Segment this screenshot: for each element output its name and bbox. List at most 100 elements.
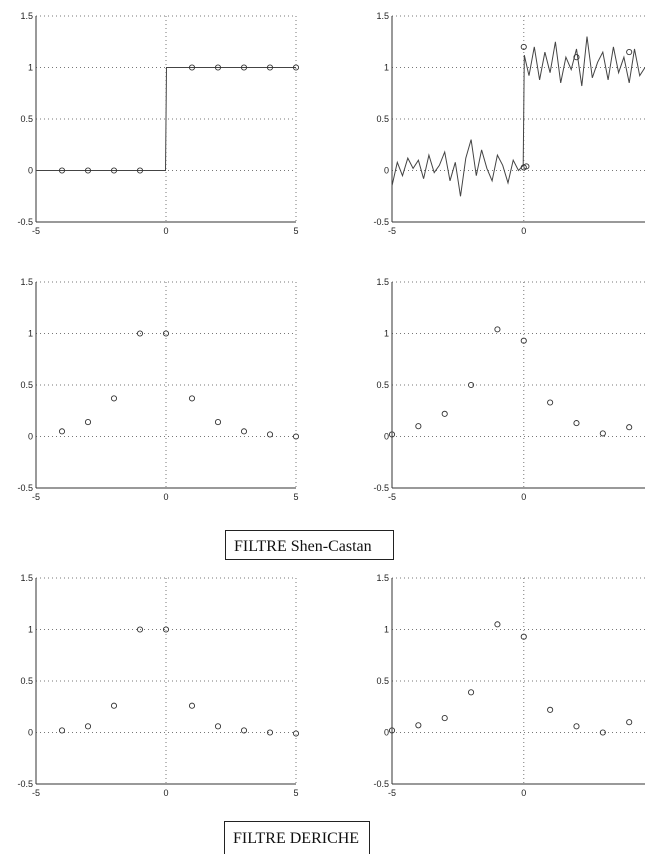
data-point <box>626 719 633 726</box>
x-tick-label: -5 <box>388 788 396 798</box>
y-tick-label: 0 <box>28 728 33 738</box>
data-point <box>415 423 422 430</box>
y-tick-label: 1 <box>384 625 389 635</box>
y-tick-label: 1.5 <box>376 11 389 21</box>
chart-panel-bottom-left: -0.5 0 0.5 1 1.5 -5 0 5 <box>17 573 300 798</box>
data-point <box>520 633 527 640</box>
data-point <box>266 64 274 71</box>
caption-shen-castan: FILTRE Shen-Castan <box>225 530 394 560</box>
data-point <box>441 410 448 417</box>
data-point <box>162 626 170 633</box>
y-tick-label: 1 <box>28 63 33 73</box>
data-point <box>58 727 66 734</box>
y-tick-label: 1 <box>28 329 33 339</box>
data-point <box>214 419 222 426</box>
chart-panel-top-left: -0.5 0 0.5 1 1.5 -5 0 5 <box>17 11 300 236</box>
y-tick-label: 0 <box>384 166 389 176</box>
x-tick-label: 0 <box>163 492 168 502</box>
data-point <box>240 727 248 734</box>
data-point <box>84 723 92 730</box>
x-tick-label: -5 <box>32 788 40 798</box>
data-point <box>468 689 475 696</box>
data-point <box>110 395 118 402</box>
data-point <box>573 54 580 61</box>
data-point <box>240 64 248 71</box>
y-tick-label: 0.5 <box>376 676 389 686</box>
x-tick-label: 0 <box>163 226 168 236</box>
data-point <box>214 64 222 71</box>
y-tick-label: 1.5 <box>20 573 33 583</box>
data-point <box>520 43 527 50</box>
chart-panel-middle-right: -0.5 0 0.5 1 1.5 -5 0 <box>373 277 645 502</box>
y-tick-label: 0.5 <box>20 114 33 124</box>
chart-panel-middle-left: -0.5 0 0.5 1 1.5 -5 0 5 <box>17 277 300 502</box>
data-point <box>188 395 196 402</box>
data-point <box>110 702 118 709</box>
data-point <box>240 428 248 435</box>
data-point <box>599 729 606 736</box>
data-point <box>136 167 144 174</box>
data-point <box>188 64 196 71</box>
x-tick-label: 0 <box>521 226 526 236</box>
data-point <box>520 337 527 344</box>
data-point <box>266 729 274 736</box>
x-tick-label: -5 <box>388 492 396 502</box>
y-tick-label: -0.5 <box>17 483 33 493</box>
y-tick-label: 0.5 <box>376 380 389 390</box>
data-point <box>573 723 580 730</box>
series-line <box>36 67 296 171</box>
data-point <box>136 330 144 337</box>
y-tick-label: 0.5 <box>20 676 33 686</box>
data-point <box>468 381 475 389</box>
data-point <box>494 621 501 628</box>
data-point <box>415 722 422 729</box>
x-tick-label: 5 <box>293 226 298 236</box>
chart-panel-bottom-right: -0.5 0 0.5 1 1.5 -5 0 <box>373 573 645 798</box>
y-tick-label: 1.5 <box>376 573 389 583</box>
data-point <box>626 49 633 56</box>
y-tick-label: 0 <box>384 432 389 442</box>
data-point <box>547 706 554 713</box>
x-tick-label: -5 <box>32 226 40 236</box>
data-point <box>188 702 196 709</box>
x-tick-label: 5 <box>293 492 298 502</box>
y-tick-label: 0 <box>384 728 389 738</box>
y-tick-label: 1.5 <box>20 277 33 287</box>
series-line <box>391 36 645 197</box>
data-point <box>388 727 396 734</box>
y-tick-label: -0.5 <box>373 779 389 789</box>
x-tick-label: 0 <box>163 788 168 798</box>
data-point <box>441 715 448 722</box>
data-point <box>292 433 300 440</box>
data-point <box>494 326 501 333</box>
data-point <box>599 430 606 437</box>
caption-deriche: FILTRE DERICHE <box>224 821 370 854</box>
x-tick-label: 0 <box>521 788 526 798</box>
data-point <box>388 431 396 438</box>
data-point <box>573 420 580 427</box>
data-point <box>110 167 118 174</box>
data-point <box>292 730 300 737</box>
data-point <box>626 424 633 431</box>
y-tick-label: 1 <box>384 329 389 339</box>
x-tick-label: -5 <box>32 492 40 502</box>
y-tick-label: 0 <box>28 166 33 176</box>
data-point <box>214 723 222 730</box>
y-tick-label: -0.5 <box>373 483 389 493</box>
x-tick-label: -5 <box>388 226 396 236</box>
data-point <box>162 330 170 337</box>
y-tick-label: 1 <box>28 625 33 635</box>
y-tick-label: 1 <box>384 63 389 73</box>
data-point <box>136 626 144 633</box>
y-tick-label: 0.5 <box>20 380 33 390</box>
y-tick-label: 1.5 <box>376 277 389 287</box>
y-tick-label: 1.5 <box>20 11 33 21</box>
y-tick-label: 0.5 <box>376 114 389 124</box>
x-tick-label: 0 <box>521 492 526 502</box>
data-point <box>547 399 554 406</box>
data-point <box>523 163 530 170</box>
data-point <box>266 431 274 438</box>
data-point <box>520 164 527 171</box>
x-tick-label: 5 <box>293 788 298 798</box>
